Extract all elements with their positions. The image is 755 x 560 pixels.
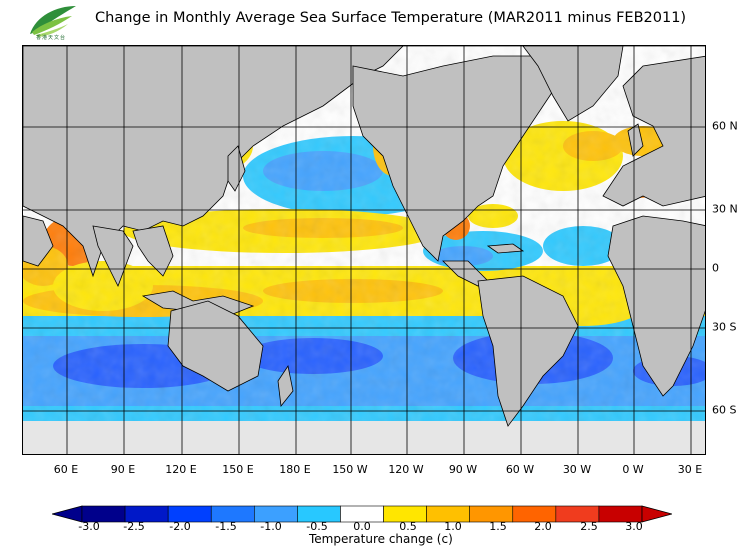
lat-label-30s: 30 S — [712, 320, 737, 334]
eurasia — [23, 46, 705, 278]
cb-tick: -1.0 — [260, 520, 282, 533]
lon-label-60w: 60 W — [505, 463, 535, 476]
sst-map — [22, 45, 706, 455]
map-title: Change in Monthly Average Sea Surface Te… — [95, 10, 687, 26]
uk — [627, 123, 644, 157]
lon-label-60e: 60 E — [53, 463, 79, 476]
leaf-logo-icon — [30, 6, 76, 37]
lat-label-60s: 60 S — [712, 403, 737, 417]
cb-tick: -3.0 — [78, 520, 100, 533]
lon-label-120w: 120 W — [388, 463, 424, 476]
lon-label-30e: 30 E — [677, 463, 703, 476]
lon-label-150w: 150 W — [332, 463, 368, 476]
new-zealand — [277, 364, 294, 407]
lon-label-0w: 0 W — [622, 463, 644, 476]
arabia — [23, 215, 54, 267]
lat-label-0: 0 — [712, 261, 719, 275]
antarctic-ice — [23, 421, 705, 454]
cb-tick: -2.0 — [169, 520, 191, 533]
lat-label-30n: 30 N — [712, 202, 738, 216]
colorbar-arrow-high — [641, 505, 672, 523]
sst-map-canvas — [23, 46, 705, 454]
cb-tick: 0.5 — [399, 520, 417, 533]
greenland — [522, 46, 624, 122]
africa — [607, 215, 705, 397]
south-america — [477, 275, 579, 427]
lon-label-30w: 30 W — [562, 463, 592, 476]
cb-tick: 1.0 — [444, 520, 462, 533]
logo-text: 香港天文台 — [36, 35, 67, 41]
cb-tick: 2.5 — [580, 520, 598, 533]
lon-label-120e: 120 E — [165, 463, 197, 476]
cb-tick: -2.5 — [123, 520, 145, 533]
cb-tick: 0.0 — [353, 520, 371, 533]
caribbean — [486, 243, 525, 254]
india — [92, 225, 134, 287]
se-asia — [132, 225, 174, 277]
japan — [227, 145, 246, 192]
indonesia — [141, 290, 255, 315]
lon-label-180e: 180 E — [279, 463, 311, 476]
colorbar-caption: Temperature change (c) — [309, 532, 453, 546]
cb-tick: 2.0 — [534, 520, 552, 533]
lat-label-60n: 60 N — [712, 119, 738, 133]
cb-tick: -0.5 — [306, 520, 328, 533]
graticule — [23, 46, 705, 454]
cb-tick: -1.5 — [215, 520, 237, 533]
cb-tick: 1.5 — [489, 520, 507, 533]
lon-label-90w: 90 W — [448, 463, 478, 476]
lon-label-150e: 150 E — [222, 463, 254, 476]
colorbar — [52, 505, 672, 523]
lon-label-90e: 90 E — [110, 463, 136, 476]
cb-tick: 3.0 — [625, 520, 643, 533]
